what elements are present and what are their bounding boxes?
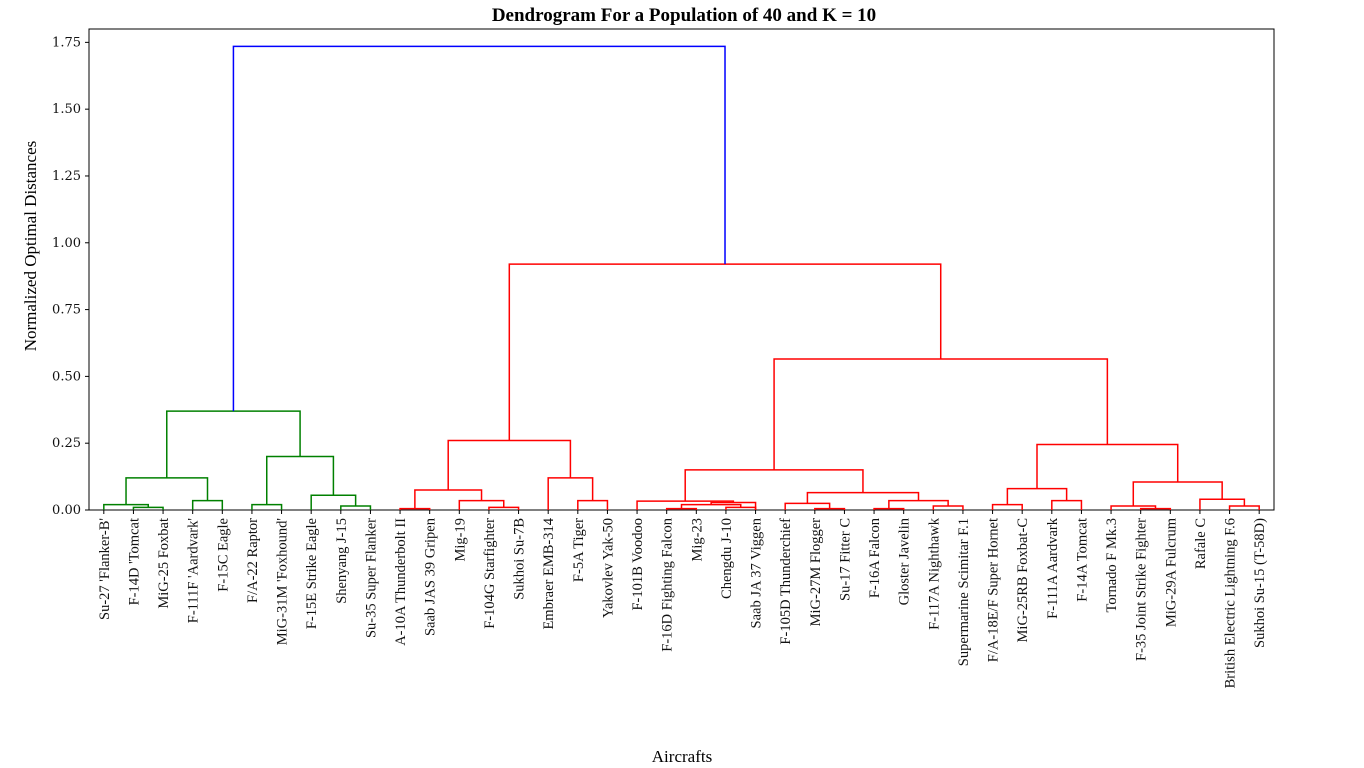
dendrogram-link (684, 469, 864, 502)
dendrogram-link (447, 439, 572, 490)
dendrogram-link (1139, 507, 1172, 510)
leaf-label: Supermarine Scimitar F.1 (956, 518, 972, 666)
dendrogram-link (1228, 505, 1260, 510)
leaf-label: F-16D Fighting Falcon (660, 517, 676, 651)
dendrogram-link (888, 499, 949, 509)
leaf-labels: Su-27 'Flanker-B' F-14D 'Tomcat MiG-25 Fox… (97, 510, 1268, 688)
leaf-label: Su-27 'Flanker-B' (97, 518, 113, 620)
dendrogram-link (1006, 487, 1068, 505)
leaf-label: F-16A Falcon (867, 517, 883, 598)
leaf-label: Saab JA 37 Viggen (749, 517, 765, 628)
leaf-label: MiG-29A Fulcrum (1163, 517, 1179, 627)
dendrogram-link (488, 506, 520, 510)
dendrogram-link (1110, 505, 1157, 510)
leaf-label: Yakovlev Yak-50 (600, 518, 616, 618)
leaf-label: F/A-18E/F Super Hornet (986, 518, 1002, 662)
leaf-label: F-111A Aardvark (1045, 517, 1061, 619)
leaf-label: F-14D 'Tomcat (126, 518, 142, 605)
dendrogram-link (932, 505, 964, 510)
dendrogram-link (665, 507, 698, 510)
y-tick-label: 0.25 (52, 436, 81, 451)
dendrogram-link (458, 499, 505, 510)
x-axis-label: Aircrafts (652, 747, 712, 766)
dendrogram-link (1199, 498, 1246, 510)
leaf-label: F-104G Starfighter (482, 518, 498, 629)
y-tick-label: 1.50 (52, 102, 81, 117)
y-axis-ticks: 0.00 0.25 0.50 0.75 1.00 1.25 1.50 1.75 (52, 35, 89, 518)
leaf-label: F-15E Strike Eagle (304, 518, 320, 629)
dendrogram-link (508, 263, 942, 441)
dendrogram-link (636, 500, 735, 510)
leaf-label: Su-35 Super Flanker (363, 518, 379, 638)
leaf-label: MiG-25 Foxbat (156, 518, 172, 609)
leaf-label: Shenyang J-15 (334, 518, 350, 604)
leaf-label: F-14A Tomcat (1074, 518, 1090, 602)
dendrogram-link (132, 506, 164, 510)
dendrogram-link (1036, 443, 1179, 489)
dendrogram-link (991, 503, 1023, 510)
leaf-label: Su-17 Fitter C (837, 518, 853, 601)
leaf-label: F-101B Voodoo (630, 518, 646, 611)
dendrogram-link (710, 501, 757, 510)
dendrogram-link (191, 499, 224, 510)
leaf-label: F-15C Eagle (215, 518, 231, 592)
leaf-label: Gloster Javelin (897, 517, 913, 605)
leaf-label: Embraer EMB-314 (541, 517, 557, 629)
chart-title: Dendrogram For a Population of 40 and K … (492, 5, 876, 26)
y-tick-label: 1.75 (52, 35, 81, 50)
dendrogram-link (340, 505, 372, 510)
y-tick-label: 0.75 (52, 303, 81, 318)
leaf-label: British Electric Lightning F.6 (1223, 518, 1239, 688)
leaf-label: MiG-27M Flogger (808, 518, 824, 627)
leaf-label: F-105D Thunderchief (778, 518, 794, 645)
leaf-label: Sukhoi Su-7B (512, 518, 528, 600)
leaf-label: Rafale C (1193, 518, 1209, 569)
leaf-label: MiG-31M 'Foxhound' (275, 518, 291, 645)
leaf-label: Chengdu J-10 (719, 518, 735, 599)
dendrogram-link (1051, 499, 1083, 510)
dendrogram-link (547, 477, 594, 510)
dendrogram-link (577, 499, 609, 510)
leaf-label: F-35 Joint Strike Fighter (1134, 518, 1150, 661)
leaf-label: Sukhoi Su-15 (T-58D) (1252, 518, 1268, 648)
y-tick-label: 1.25 (52, 169, 81, 184)
y-axis-label: Normalized Optimal Distances (21, 141, 40, 352)
leaf-label: Tornado F Mk.3 (1104, 518, 1120, 612)
leaf-label: F-117A Nighthawk (926, 517, 942, 630)
leaf-label: A-10A Thunderbolt II (393, 518, 409, 646)
dendrogram-link (166, 410, 301, 478)
y-tick-label: 0.50 (52, 369, 81, 384)
y-tick-label: 0.00 (52, 503, 81, 518)
y-tick-label: 1.00 (52, 236, 81, 251)
dendrogram-link (399, 507, 431, 510)
plot-frame (88, 28, 1275, 511)
dendrogram-link (414, 489, 483, 509)
dendrogram-link (814, 507, 846, 510)
leaf-label: F-111F 'Aardvark' (186, 518, 202, 623)
dendrogram-link (873, 507, 905, 510)
leaf-label: F/A-22 Raptor (245, 518, 261, 603)
leaf-label: F-5A Tiger (571, 518, 587, 582)
leaf-label: Saab JAS 39 Gripen (423, 517, 439, 636)
leaf-label: Mig-19 (452, 518, 468, 562)
dendrogram-link (232, 45, 726, 412)
leaf-label: Mig-23 (689, 518, 705, 562)
dendrogram-link (773, 358, 1109, 470)
leaf-label: MiG-25RB Foxbat-C (1015, 518, 1031, 642)
dendrogram-link (806, 491, 920, 504)
dendrogram-link (266, 455, 335, 505)
dendrogram-link (251, 503, 283, 510)
dendrogram-link (1132, 481, 1223, 506)
dendrogram-link (103, 503, 149, 510)
dendrogram-link (310, 494, 357, 510)
dendrogram-links (103, 45, 1260, 510)
dendrogram-link (680, 503, 742, 509)
